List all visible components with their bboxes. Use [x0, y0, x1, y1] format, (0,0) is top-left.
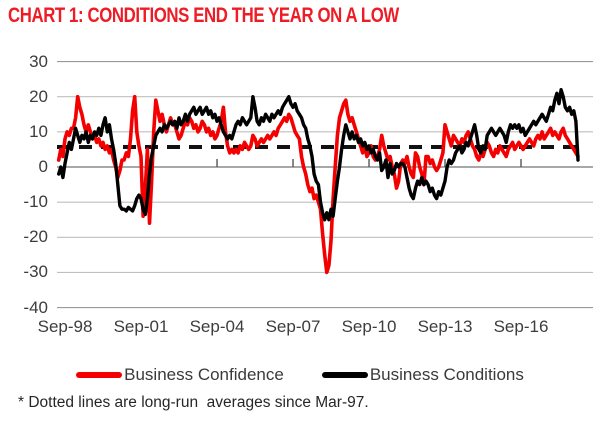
y-axis-label--30: -30 — [23, 262, 48, 282]
x-axis-label-Sep-16: Sep-16 — [493, 317, 549, 336]
legend-item-confidence: Business Confidence — [76, 365, 284, 385]
y-axis-label--40: -40 — [23, 297, 48, 317]
x-axis-label-Sep-10: Sep-10 — [341, 317, 397, 336]
business-conditions-line — [57, 87, 580, 222]
conditions-line-swatch — [321, 372, 368, 378]
y-axis-label-10: 10 — [29, 121, 48, 141]
x-axis-label-Sep-13: Sep-13 — [417, 317, 473, 336]
business-confidence-line — [56, 94, 580, 275]
x-axis-label-Sep-04: Sep-04 — [189, 317, 245, 336]
legend-item-conditions: Business Conditions — [321, 365, 524, 385]
y-axis-label-20: 20 — [29, 86, 48, 106]
confidence-line-swatch — [76, 372, 123, 378]
legend-label-confidence: Business Confidence — [124, 365, 284, 384]
x-axis-label-Sep-01: Sep-01 — [113, 317, 169, 336]
y-axis-label--20: -20 — [23, 227, 48, 247]
legend: Business Confidence Business Conditions — [0, 362, 600, 388]
x-axis-label-Sep-98: Sep-98 — [37, 317, 93, 336]
y-axis-label-0: 0 — [38, 157, 48, 176]
x-axis-label-Sep-07: Sep-07 — [265, 317, 321, 336]
footnote: * Dotted lines are long-run averages sin… — [18, 394, 369, 411]
y-axis-label--10: -10 — [23, 192, 48, 212]
y-axis-label-30: 30 — [29, 51, 48, 71]
chart-title: CHART 1: CONDITIONS END THE YEAR ON A LO… — [8, 4, 399, 27]
legend-label-conditions: Business Conditions — [369, 365, 524, 384]
